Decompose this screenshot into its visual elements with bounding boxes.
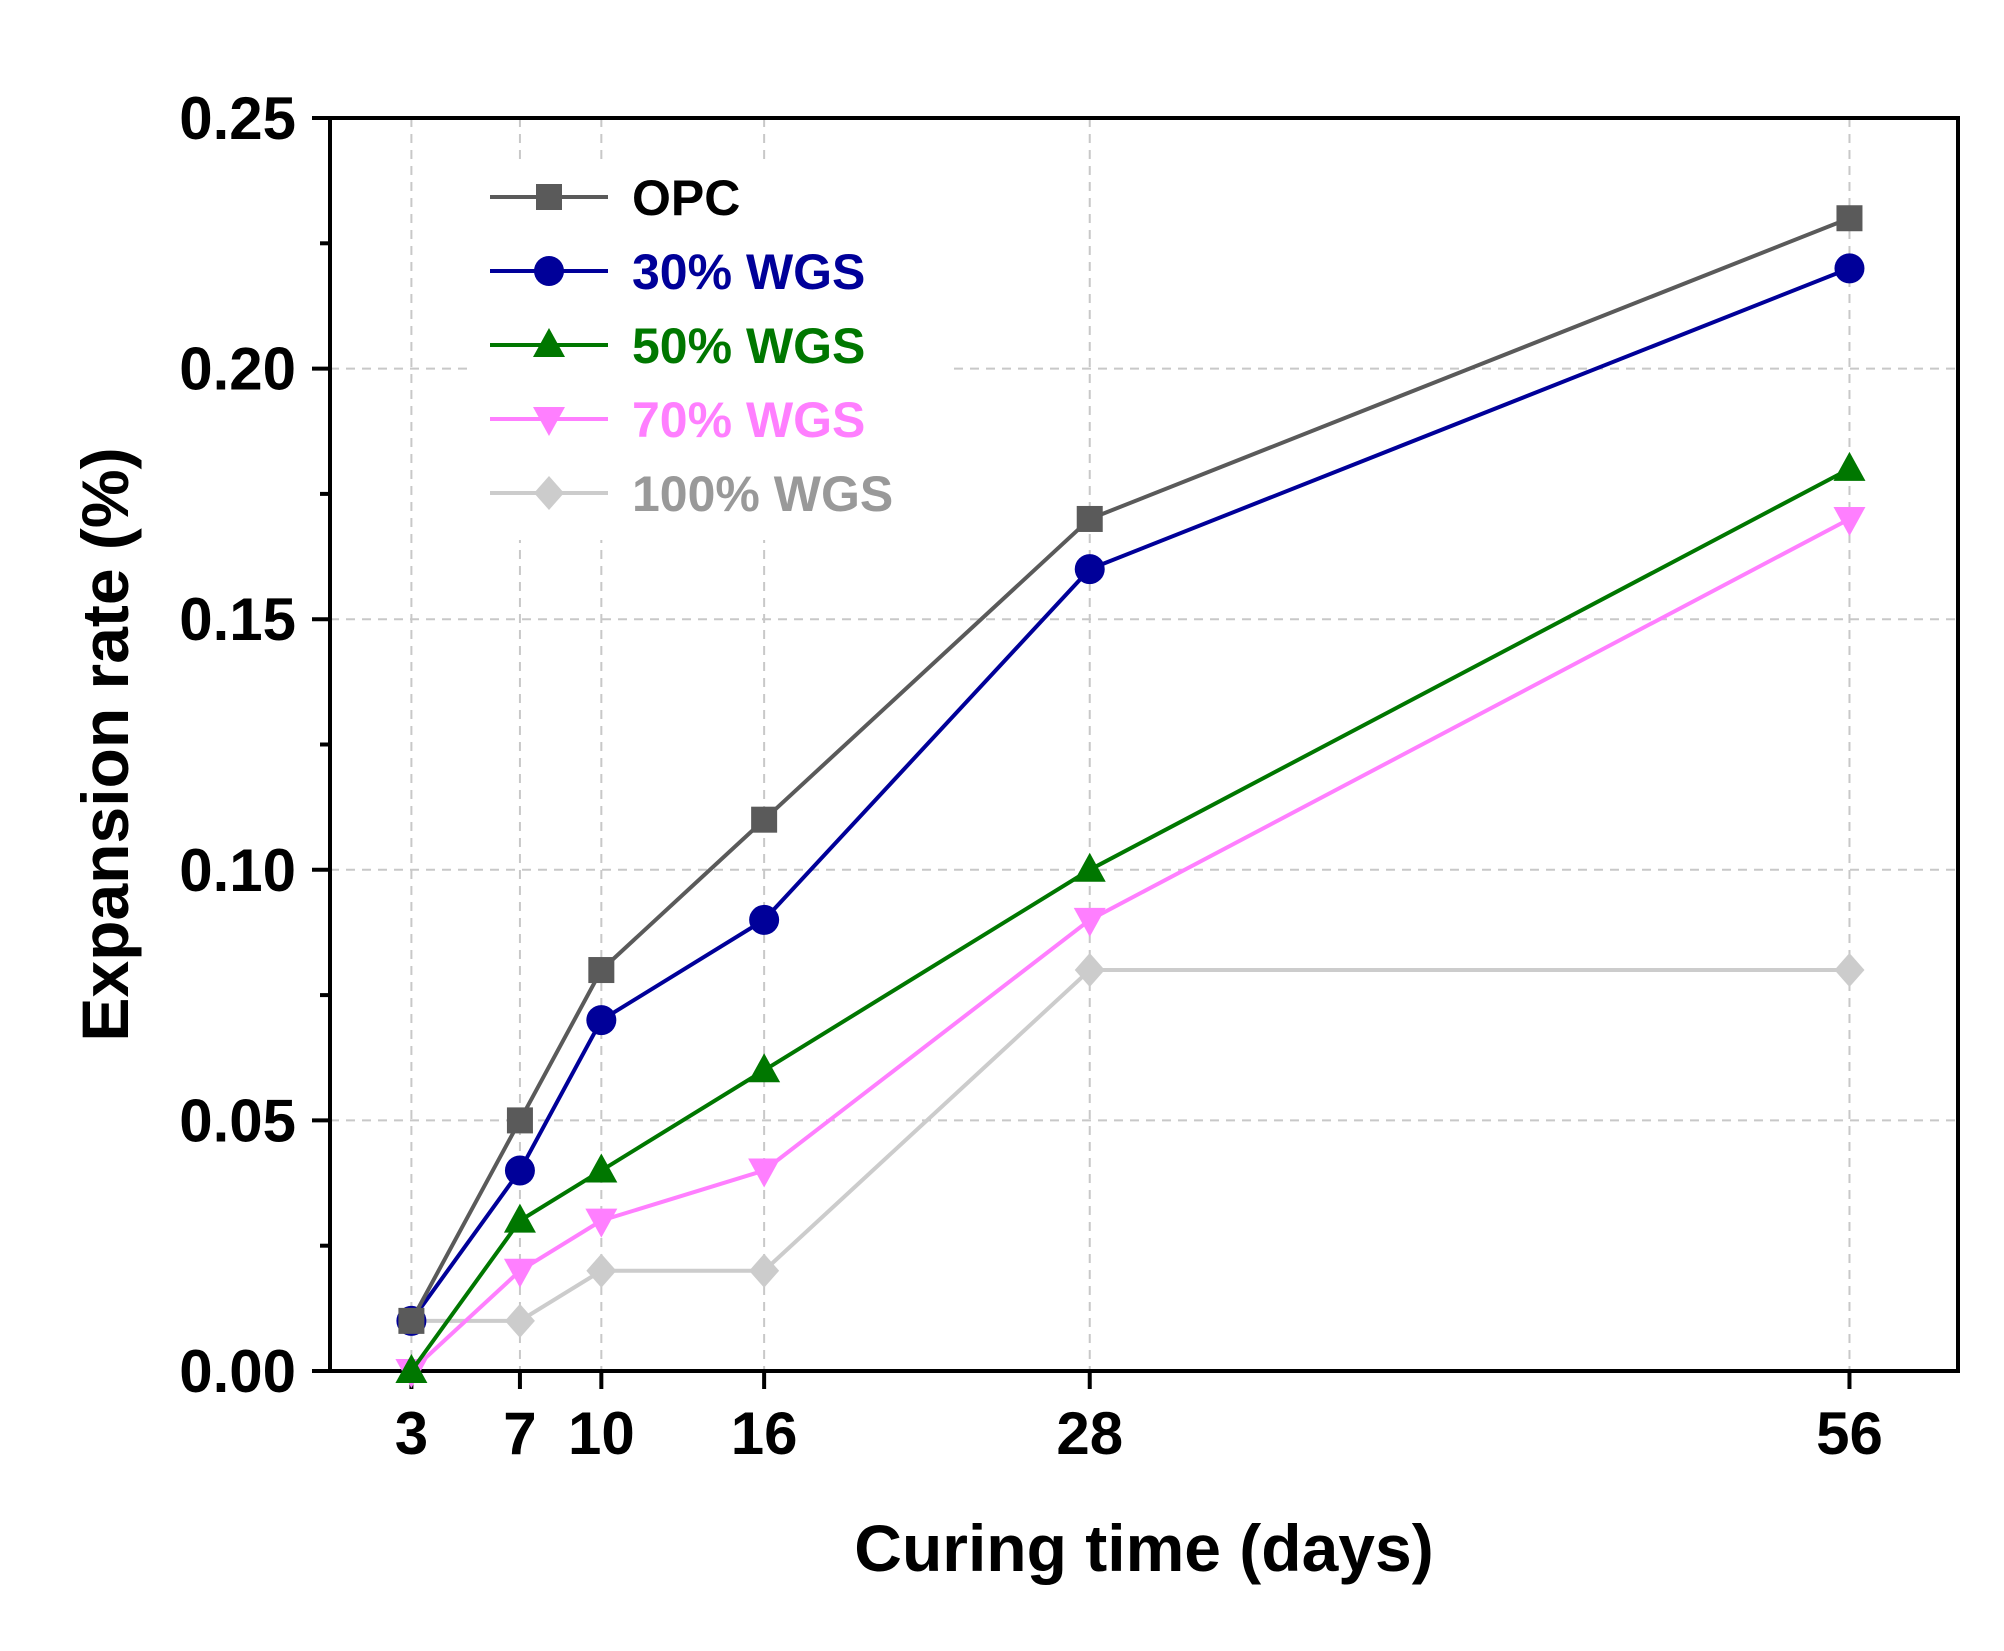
legend-entry: 50% WGS	[490, 318, 865, 374]
series-opc	[398, 205, 1863, 1334]
y-tick-label: 0.00	[179, 1338, 296, 1405]
x-tick-label: 28	[1056, 1400, 1123, 1467]
data-point	[748, 1053, 781, 1083]
data-point	[585, 1153, 618, 1183]
legend-label: OPC	[632, 170, 740, 226]
x-tick-label: 10	[568, 1400, 635, 1467]
legend-label: 100% WGS	[632, 466, 893, 522]
data-point	[749, 1253, 780, 1288]
data-point	[1074, 554, 1105, 585]
legend-entry: 30% WGS	[490, 244, 865, 300]
data-point	[1834, 953, 1865, 988]
data-point	[503, 1203, 536, 1233]
data-point	[751, 806, 778, 833]
y-tick-label: 0.10	[179, 837, 296, 904]
data-point	[586, 1005, 617, 1036]
data-point	[1074, 953, 1105, 988]
series-layer	[395, 205, 1866, 1388]
series-70-wgs	[395, 506, 1866, 1388]
data-point	[506, 1107, 533, 1134]
legend-entry: 70% WGS	[490, 392, 865, 448]
data-point	[749, 904, 780, 935]
y-tick-label: 0.25	[179, 85, 296, 152]
legend-marker	[533, 328, 565, 357]
series-line	[409, 467, 1851, 1373]
data-point	[588, 957, 615, 984]
data-point	[748, 1158, 781, 1188]
data-point	[503, 1258, 536, 1288]
legend-label: 30% WGS	[632, 244, 865, 300]
legend-marker	[536, 184, 562, 210]
data-point	[1073, 852, 1106, 882]
data-point	[395, 1354, 428, 1383]
x-tick-label: 16	[731, 1400, 798, 1467]
legend-entry: OPC	[490, 170, 740, 226]
data-point	[398, 1307, 425, 1334]
data-point	[1833, 506, 1866, 536]
series-50-wgs	[395, 451, 1866, 1383]
legend-label: 70% WGS	[632, 392, 865, 448]
data-point	[504, 1303, 535, 1338]
legend: OPC 30% WGS 50% WGS 70% WGS 100% WGS	[490, 170, 893, 522]
legend-label: 50% WGS	[632, 318, 865, 374]
legend-marker	[534, 256, 564, 286]
x-tick-label: 56	[1816, 1400, 1883, 1467]
series-line	[409, 266, 1851, 1323]
data-point	[586, 1253, 617, 1288]
axes: 0.00 0.05 0.10 0.15 0.20 0.25 3 7 10 16 28 56	[179, 85, 1960, 1467]
series-line	[409, 216, 1851, 1322]
y-tick-label: 0.20	[179, 336, 296, 403]
series-30-wgs	[396, 253, 1865, 1336]
x-axis-title: Curing time (days)	[854, 1511, 1433, 1585]
legend-marker	[534, 476, 564, 510]
x-tick-label: 3	[395, 1400, 428, 1467]
y-axis-title: Expansion rate (%)	[68, 447, 142, 1041]
y-tick-label: 0.05	[179, 1087, 296, 1154]
data-point	[585, 1208, 618, 1238]
data-point	[1834, 253, 1865, 284]
data-point	[504, 1155, 535, 1186]
data-point	[1076, 505, 1103, 532]
legend-entry: 100% WGS	[490, 466, 893, 522]
data-point	[1833, 451, 1866, 481]
legend-marker	[533, 407, 565, 436]
y-tick-label: 0.15	[179, 586, 296, 653]
x-tick-label: 7	[503, 1400, 536, 1467]
data-point	[1836, 205, 1863, 232]
data-point	[1073, 907, 1106, 937]
series-line	[411, 968, 1850, 1323]
series-line	[410, 517, 1851, 1373]
